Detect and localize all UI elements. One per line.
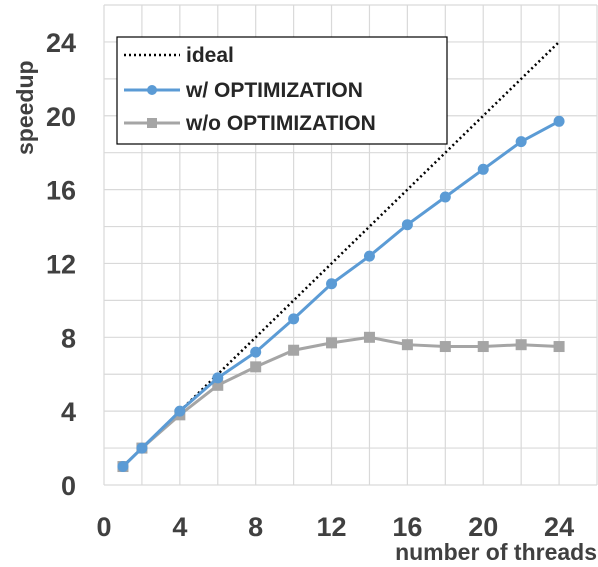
data-point-w-optimization — [212, 372, 224, 384]
data-point-w-optimization — [401, 219, 413, 231]
data-point-w-o-optimization — [212, 379, 224, 391]
data-point-w-optimization — [515, 136, 527, 148]
data-point-w-o-optimization — [477, 341, 489, 353]
x-tick-label: 0 — [96, 512, 111, 542]
data-point-w-o-optimization — [288, 344, 300, 356]
x-tick-label: 24 — [544, 512, 574, 542]
x-tick-label: 8 — [248, 512, 263, 542]
legend: ideal w/ OPTIMIZATION w/o OPTIMIZATION — [116, 36, 448, 145]
y-axis-title: speedup — [12, 60, 38, 155]
data-point-w-optimization — [439, 191, 451, 203]
y-tick-label: 12 — [46, 249, 76, 279]
data-point-w-optimization — [136, 442, 148, 454]
y-tick-label: 4 — [61, 397, 76, 427]
x-tick-label: 12 — [317, 512, 347, 542]
y-tick-label: 24 — [46, 28, 76, 58]
y-tick-label: 20 — [46, 102, 76, 132]
data-point-w-o-optimization — [363, 331, 375, 343]
legend-label-without-opt: w/o OPTIMIZATION — [185, 112, 376, 135]
x-tick-label: 4 — [172, 512, 187, 542]
data-point-w-optimization — [363, 250, 375, 262]
data-point-w-optimization — [326, 278, 338, 290]
data-point-w-optimization — [477, 163, 489, 175]
legend-label-with-opt: w/ OPTIMIZATION — [185, 79, 363, 102]
y-tick-label: 0 — [61, 471, 76, 501]
legend-label-ideal: ideal — [186, 44, 234, 67]
series-layer — [117, 41, 565, 473]
data-point-w-o-optimization — [326, 337, 338, 349]
legend-marker-with-opt — [147, 85, 157, 95]
tick-labels: 0 4 8 12 16 20 24 0 4 8 12 16 20 24 — [46, 28, 574, 542]
data-point-w-o-optimization — [515, 339, 527, 351]
data-point-w-o-optimization — [250, 361, 262, 373]
y-tick-label: 16 — [46, 176, 76, 206]
data-point-w-o-optimization — [401, 339, 413, 351]
data-point-w-optimization — [553, 115, 565, 127]
series-line-w-optimization — [121, 119, 560, 468]
x-tick-label: 16 — [392, 512, 422, 542]
data-point-w-optimization — [250, 346, 262, 358]
x-axis-title: number of threads — [395, 539, 597, 565]
data-point-w-optimization — [288, 313, 300, 325]
legend-marker-without-opt — [147, 118, 157, 128]
data-point-w-optimization — [174, 405, 186, 417]
x-tick-label: 20 — [468, 512, 498, 542]
data-point-w-optimization — [117, 461, 129, 473]
data-point-w-o-optimization — [439, 341, 451, 353]
data-point-w-o-optimization — [553, 341, 565, 353]
y-tick-label: 8 — [61, 323, 76, 353]
